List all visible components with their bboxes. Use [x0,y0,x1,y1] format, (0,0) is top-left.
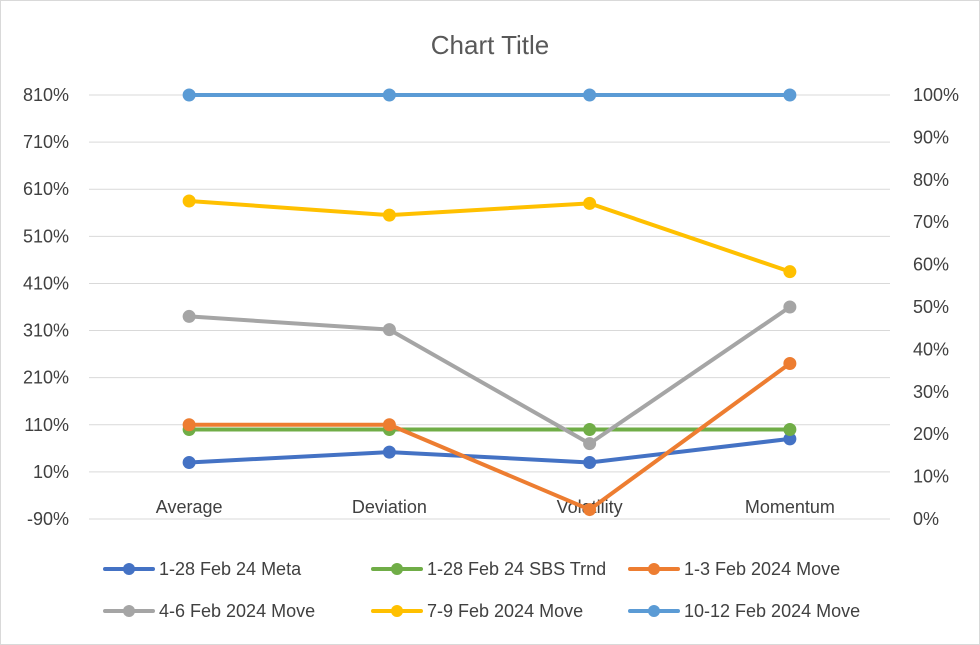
legend-swatch-marker [123,563,135,575]
left-tick-label: 810% [23,85,69,105]
series-line [187,199,792,274]
left-tick-label: -90% [27,509,69,529]
left-tick-label: 110% [24,415,69,435]
legend-label: 7-9 Feb 2024 Move [427,601,583,621]
right-tick-label: 20% [913,424,949,444]
legend-label: 1-28 Feb 24 SBS Trnd [427,559,606,579]
right-tick-label: 30% [913,382,949,402]
data-point [783,300,797,314]
data-point [583,503,597,517]
data-point [583,437,597,451]
legend-item: 1-28 Feb 24 Meta [103,559,302,579]
data-point [783,265,797,279]
data-point [382,418,396,432]
data-point [783,357,797,371]
legend-item: 1-28 Feb 24 SBS Trnd [371,559,606,579]
category-axis: AverageDeviationVolatilityMomentum [156,497,835,517]
right-tick-label: 10% [913,467,949,487]
series-layer [182,88,797,517]
data-point [583,455,597,469]
legend-label: 1-3 Feb 2024 Move [684,559,840,579]
right-tick-label: 0% [913,509,939,529]
data-point [382,208,396,222]
series-line [187,305,792,446]
left-tick-label: 510% [23,226,69,246]
data-point [783,88,797,102]
data-point [182,309,196,323]
series-line [187,436,792,465]
left-tick-label: 710% [23,132,69,152]
left-tick-label: 310% [23,321,69,341]
category-label: Average [156,497,223,517]
left-tick-label: 410% [23,273,69,293]
right-tick-label: 60% [913,255,949,275]
series-10-12-feb-2024-move [182,88,797,102]
data-point [182,88,196,102]
right-y-axis: 0% 10% 20% 30% 40% 50% 60% 70% 80% 90% 100% [913,85,959,529]
series-1-3-feb-2024-move [182,357,797,517]
data-point [182,455,196,469]
left-tick-label: 610% [23,179,69,199]
data-point [783,422,797,436]
data-point [182,418,196,432]
legend: 1-28 Feb 24 Meta 1-28 Feb 24 SBS Trnd 1-3 … [103,559,860,621]
legend-label: 10-12 Feb 2024 Move [684,601,860,621]
left-tick-label: 10% [33,462,69,482]
right-tick-label: 90% [913,127,949,147]
series-1-28-feb-24-meta [182,432,797,469]
right-tick-label: 80% [913,170,949,190]
legend-swatch-marker [648,605,660,617]
legend-item: 7-9 Feb 2024 Move [371,601,583,621]
data-point [382,323,396,337]
data-point [583,422,597,436]
left-y-axis: -90% 10% 110% 210% 310% 410% 510% 610% 710% 810% [23,85,69,529]
series-line [187,361,792,512]
category-label: Deviation [352,497,427,517]
data-point [382,88,396,102]
data-point [583,196,597,210]
category-label: Momentum [745,497,835,517]
legend-swatch-marker [123,605,135,617]
legend-swatch-marker [648,563,660,575]
legend-item: 4-6 Feb 2024 Move [103,601,315,621]
data-point [382,445,396,459]
left-tick-label: 210% [23,368,69,388]
right-tick-label: 100% [913,85,959,105]
legend-label: 1-28 Feb 24 Meta [159,559,302,579]
legend-item: 1-3 Feb 2024 Move [628,559,840,579]
series-7-9-feb-2024-move [182,194,797,279]
right-tick-label: 50% [913,297,949,317]
legend-swatch-marker [391,605,403,617]
data-point [182,194,196,208]
chart-title: Chart Title [431,30,550,60]
right-tick-label: 70% [913,212,949,232]
right-tick-label: 40% [913,339,949,359]
legend-label: 4-6 Feb 2024 Move [159,601,315,621]
data-point [583,88,597,102]
series-4-6-feb-2024-move [182,300,797,451]
legend-swatch-marker [391,563,403,575]
legend-item: 10-12 Feb 2024 Move [628,601,860,621]
